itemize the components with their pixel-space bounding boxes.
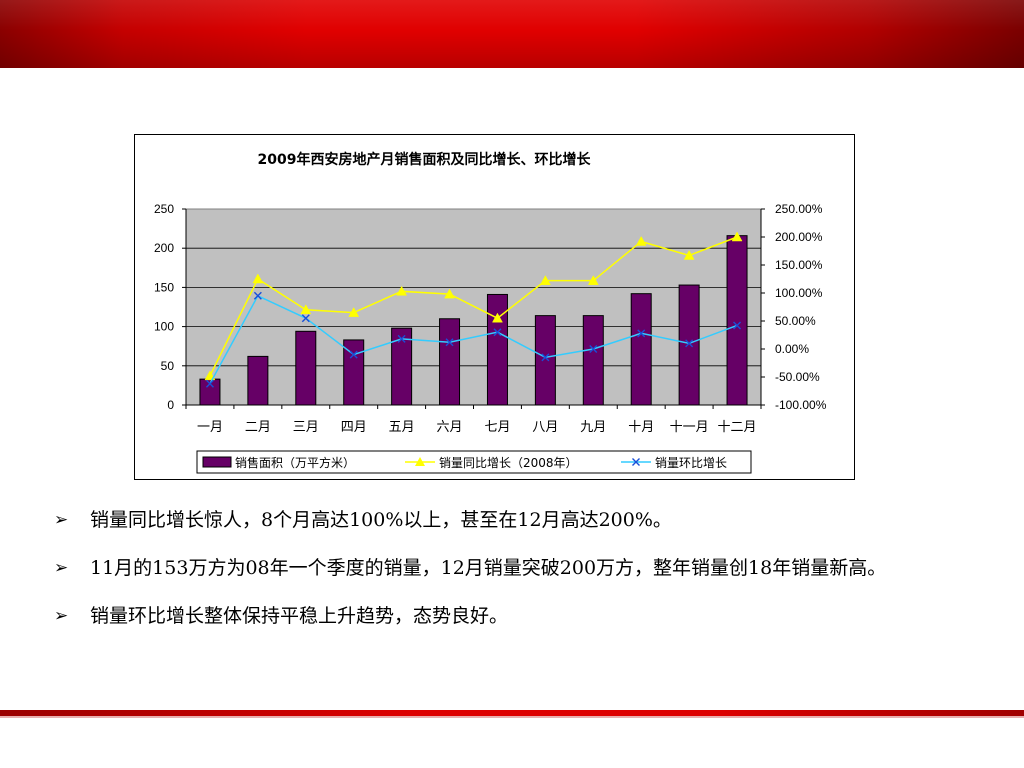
x-tick-label: 六月	[437, 420, 463, 435]
bar	[247, 355, 269, 406]
x-tick-label: 五月	[389, 420, 415, 435]
y-left-tick-label: 250	[154, 202, 174, 216]
y-left-tick-label: 50	[161, 359, 175, 373]
yoy-line	[209, 236, 738, 377]
bullet-text: 11月的153万方为08年一个季度的销量，12月销量突破200万方，整年销量创1…	[90, 557, 887, 579]
mom-point	[445, 338, 454, 347]
yoy-point	[539, 275, 551, 285]
bullet-item: ➢ 销量同比增长惊人，8个月高达100%以上，甚至在12月高达200%。	[52, 508, 982, 532]
y-right-tick-label: -100.00%	[775, 398, 827, 412]
yoy-point	[731, 231, 743, 242]
legend	[196, 450, 752, 474]
legend-marker-yoy	[415, 457, 425, 466]
x-tick-label: 四月	[341, 420, 367, 435]
x-tick-label: 七月	[484, 420, 510, 435]
yoy-point	[683, 249, 695, 260]
yoy-point	[252, 273, 264, 284]
x-tick-label: 三月	[293, 420, 319, 435]
yoy-point	[348, 307, 360, 317]
mom-line	[209, 294, 738, 385]
x-tick-label: 九月	[580, 420, 606, 435]
yoy-point	[444, 288, 455, 299]
yoy-point	[587, 275, 599, 285]
x-tick-label: 十月	[628, 420, 654, 435]
bar	[295, 330, 317, 406]
mom-point	[349, 350, 358, 359]
bar	[582, 315, 604, 406]
footer-bar	[0, 710, 1024, 716]
plot-area	[185, 208, 762, 406]
x-tick-label: 一月	[197, 420, 223, 435]
chart-title: 2009年西安房地产月销售面积及同比增长、环比增长	[258, 151, 592, 168]
yoy-point	[635, 235, 647, 246]
bar	[630, 293, 652, 406]
mom-point	[733, 321, 742, 330]
chart: 2009年西安房地产月销售面积及同比增长、环比增长 0 50 100 150 200 250…	[154, 151, 827, 474]
arrow-bullet-icon: ➢	[54, 558, 69, 578]
y-left-tick-label: 100	[154, 320, 174, 334]
y-right-tick-label: 0.00%	[775, 342, 809, 356]
y-left-tick-label: 0	[167, 398, 174, 412]
y-left-tick-label: 150	[154, 280, 174, 294]
bar	[678, 284, 700, 406]
mom-point	[637, 329, 646, 338]
x-tick-label: 十二月	[718, 420, 757, 435]
footer-line	[0, 716, 1024, 718]
header-bar	[0, 0, 1024, 68]
bar	[343, 339, 365, 406]
bar	[439, 318, 461, 406]
legend-label-yoy: 销量同比增长（2008年）	[439, 456, 578, 470]
bullet-text: 销量同比增长惊人，8个月高达100%以上，甚至在12月高达200%。	[90, 509, 672, 531]
yoy-point	[396, 285, 408, 296]
y-right-tick-label: -50.00%	[775, 370, 820, 384]
yoy-point	[492, 312, 503, 323]
y-right-tick-label: 50.00%	[775, 314, 816, 328]
mom-point	[685, 339, 694, 348]
bullet-item: ➢ 销量环比增长整体保持平稳上升趋势，态势良好。	[52, 604, 982, 628]
legend-marker-mom	[632, 458, 640, 466]
arrow-bullet-icon: ➢	[54, 510, 69, 530]
mom-point	[541, 353, 550, 362]
bar	[391, 327, 413, 406]
x-tick-label: 八月	[532, 420, 558, 435]
mom-point	[253, 291, 262, 300]
yoy-point	[300, 304, 312, 315]
x-tick-label: 二月	[245, 420, 271, 435]
y-right-tick-label: 250.00%	[775, 202, 823, 216]
y-right-tick-label: 150.00%	[775, 258, 823, 272]
y-right-tick-label: 200.00%	[775, 230, 823, 244]
mom-point	[301, 314, 310, 323]
y-left-tick-label: 200	[154, 241, 174, 255]
mom-point	[205, 379, 214, 388]
mom-point	[589, 345, 598, 353]
y-right-tick-label: 100.00%	[775, 286, 823, 300]
legend-label-mom: 销量环比增长	[655, 456, 727, 470]
bar	[486, 293, 508, 406]
arrow-bullet-icon: ➢	[54, 606, 69, 626]
legend-label-area: 销售面积（万平方米）	[235, 455, 355, 470]
chart-frame: 2009年西安房地产月销售面积及同比增长、环比增长 0 50 100 150 200 250…	[134, 134, 855, 480]
bar	[534, 315, 556, 406]
bullet-text: 销量环比增长整体保持平稳上升趋势，态势良好。	[90, 605, 509, 627]
legend-swatch-bar	[202, 456, 232, 468]
x-tick-label: 十一月	[670, 420, 709, 435]
bullet-list: ➢ 销量同比增长惊人，8个月高达100%以上，甚至在12月高达200%。 ➢ 1…	[52, 508, 982, 652]
bullet-item: ➢ 11月的153万方为08年一个季度的销量，12月销量突破200万方，整年销量…	[52, 556, 982, 580]
bar	[726, 235, 748, 406]
mom-point	[493, 328, 502, 337]
mom-point	[397, 334, 406, 343]
